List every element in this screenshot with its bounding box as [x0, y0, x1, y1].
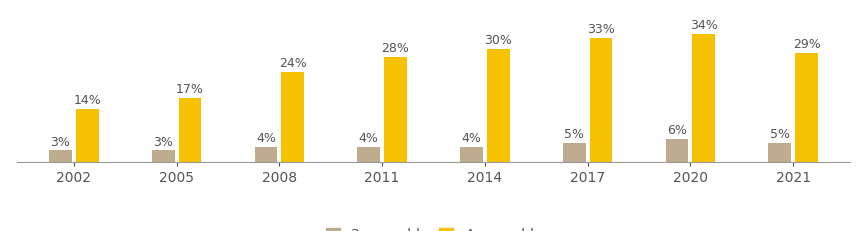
Bar: [563, 143, 585, 162]
Text: 3%: 3%: [50, 136, 70, 149]
Bar: [693, 34, 715, 162]
Text: 4%: 4%: [256, 132, 276, 145]
Text: 3%: 3%: [153, 136, 173, 149]
Bar: [487, 49, 510, 162]
Bar: [255, 147, 277, 162]
Text: 17%: 17%: [176, 83, 204, 96]
Legend: 3-year-olds, 4-year-olds: 3-year-olds, 4-year-olds: [326, 228, 541, 231]
Bar: [179, 98, 201, 162]
Text: 30%: 30%: [485, 34, 512, 47]
Bar: [384, 57, 407, 162]
Bar: [357, 147, 380, 162]
Bar: [282, 72, 304, 162]
Text: 14%: 14%: [74, 94, 101, 107]
Text: 4%: 4%: [461, 132, 481, 145]
Bar: [590, 38, 612, 162]
Bar: [795, 53, 818, 162]
Text: 34%: 34%: [690, 19, 718, 32]
Bar: [768, 143, 791, 162]
Text: 4%: 4%: [359, 132, 379, 145]
Text: 24%: 24%: [279, 57, 307, 70]
Text: 5%: 5%: [770, 128, 790, 141]
Bar: [666, 139, 688, 162]
Text: 6%: 6%: [667, 124, 687, 137]
Bar: [460, 147, 483, 162]
Bar: [76, 109, 99, 162]
Bar: [49, 150, 72, 162]
Bar: [152, 150, 174, 162]
Text: 33%: 33%: [587, 23, 615, 36]
Text: 29%: 29%: [792, 38, 820, 51]
Text: 28%: 28%: [381, 42, 409, 55]
Text: 5%: 5%: [564, 128, 584, 141]
